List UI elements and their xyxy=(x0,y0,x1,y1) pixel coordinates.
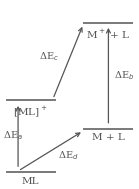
Text: M$^+$ + L: M$^+$ + L xyxy=(86,27,130,40)
Text: [ML]$^+$: [ML]$^+$ xyxy=(13,105,48,119)
Text: ΔE$_b$: ΔE$_b$ xyxy=(114,69,134,82)
Text: ΔE$_c$: ΔE$_c$ xyxy=(39,50,59,63)
Text: M + L: M + L xyxy=(92,133,125,142)
Text: ΔE$_d$: ΔE$_d$ xyxy=(58,149,79,162)
Text: ΔE$_a$: ΔE$_a$ xyxy=(3,130,23,143)
Text: ML: ML xyxy=(22,177,39,186)
